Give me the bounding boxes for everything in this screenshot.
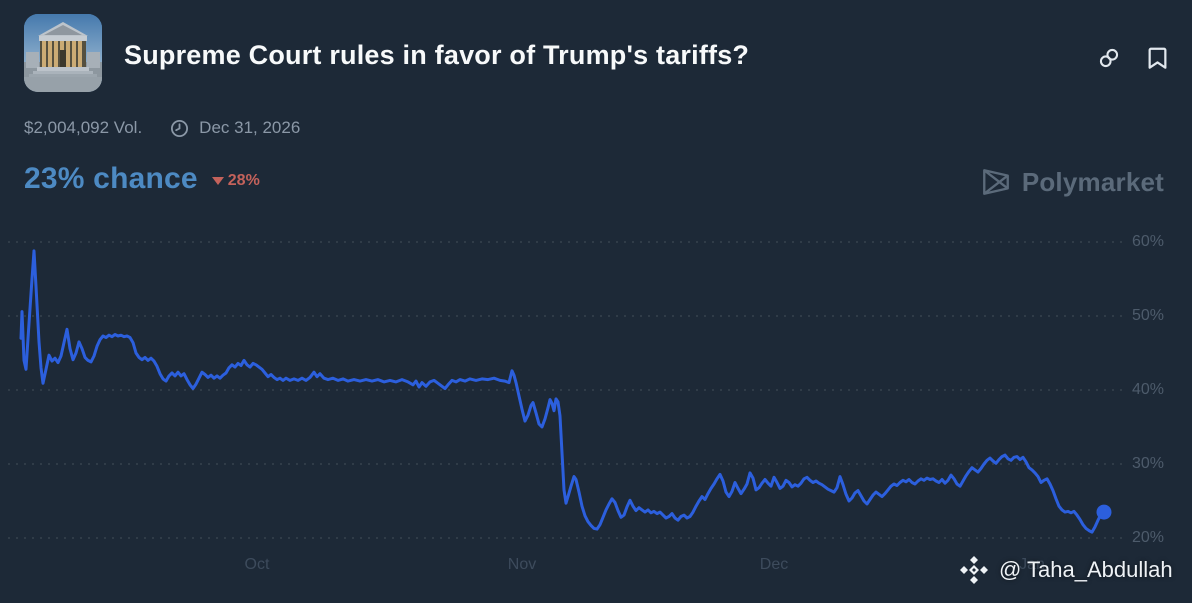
supreme-court-image	[24, 14, 102, 92]
x-axis-label: Nov	[507, 556, 537, 573]
polymarket-logo[interactable]: Polymarket	[980, 166, 1164, 198]
y-axis-label: 20%	[1132, 529, 1165, 546]
binance-logo-icon	[960, 556, 988, 584]
arrow-down-icon	[211, 177, 224, 185]
brand-name: Polymarket	[1021, 166, 1164, 197]
x-axis-label: Jan	[1019, 556, 1045, 573]
change-indicator: 28%	[211, 172, 260, 190]
y-axis-label: 50%	[1132, 307, 1165, 324]
chance-value: 23% chance	[24, 162, 198, 195]
copy-link-button[interactable]	[1097, 46, 1121, 70]
polymarket-icon	[982, 169, 1009, 195]
volume-label: $2,004,092 Vol.	[24, 118, 143, 137]
bookmark-icon	[1148, 47, 1167, 69]
watermark: @ Taha_Abdullah	[958, 554, 1173, 586]
y-axis-label: 60%	[1132, 233, 1165, 250]
x-axis-label: Dec	[759, 556, 789, 573]
market-thumbnail	[24, 14, 102, 92]
y-axis-label: 30%	[1132, 455, 1165, 472]
x-axis-label: Oct	[244, 556, 270, 573]
bookmark-button[interactable]	[1147, 46, 1168, 70]
watermark-handle: @ Taha_Abdullah	[999, 557, 1173, 582]
y-axis-label: 40%	[1132, 381, 1165, 398]
end-date-label: Dec 31, 2026	[199, 118, 301, 137]
change-value: 28%	[227, 172, 260, 189]
link-icon	[1099, 48, 1119, 68]
clock-icon	[170, 119, 189, 138]
page-title: Supreme Court rules in favor of Trump's …	[124, 40, 750, 70]
